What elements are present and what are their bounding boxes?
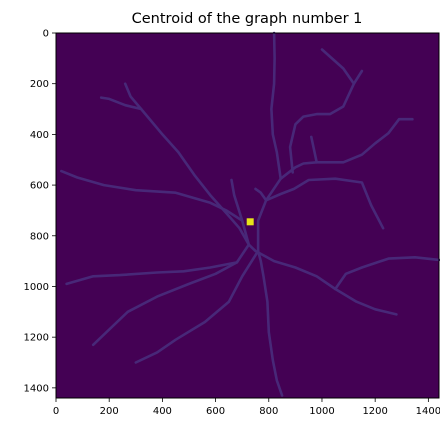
x-tick-label: 1200 [362,406,387,417]
vessel-layer [59,31,440,397]
vessel-segment [230,178,251,246]
centroid-marker [246,218,254,226]
x-tick-label: 1400 [416,406,440,417]
x-tick-label: 1000 [309,406,334,417]
vessel-segment [134,249,260,364]
y-tick-label: 800 [30,231,49,242]
y-tick-label: 1400 [24,383,49,394]
vessel-segment [256,249,284,397]
y-axis: 0 200 400 600 800 1000 1200 1400 [24,29,56,394]
y-tick-label: 400 [30,130,49,141]
chart-title: Centroid of the graph number 1 [132,11,363,27]
x-tick-label: 600 [206,406,225,417]
vessel-segment [65,261,239,286]
vessel-segment [352,69,364,85]
x-tick-label: 800 [259,406,278,417]
vessel-segment [247,243,398,316]
y-tick-label: 600 [30,181,49,192]
vessel-segment [270,31,283,180]
vessel-segment [264,177,385,230]
y-tick-label: 200 [30,79,49,90]
vessel-segment [333,255,440,291]
vessel-segment [309,135,319,164]
vessel-segment [123,82,143,111]
x-axis: 0 200 400 600 800 1000 1200 1400 [53,398,440,417]
x-tick-label: 400 [153,406,172,417]
vessel-segment [254,187,268,202]
vessel-segment [99,96,251,246]
x-tick-label: 0 [53,406,59,417]
vessel-segment [288,48,356,174]
y-tick-label: 0 [43,29,49,40]
x-tick-label: 200 [100,406,119,417]
plot-frame [55,32,440,399]
y-tick-label: 1000 [24,282,49,293]
y-tick-label: 1200 [24,333,49,344]
vessel-segment [59,169,244,222]
image-background [56,33,439,398]
